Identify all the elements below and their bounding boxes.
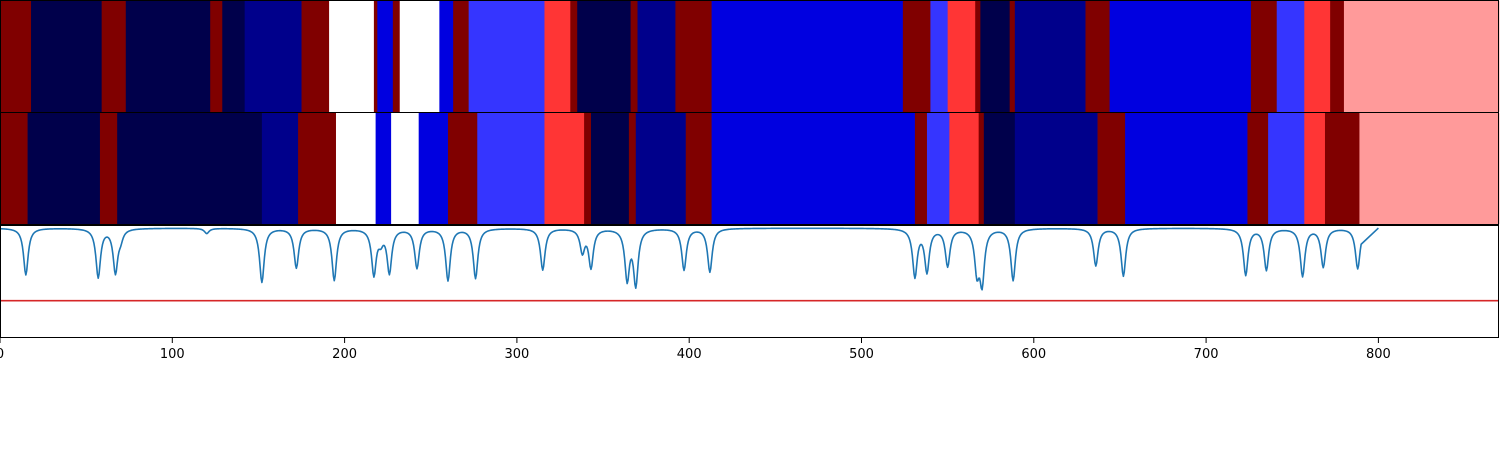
signal-panel-frame — [0, 225, 1499, 338]
row-1-segment-30 — [1085, 1, 1111, 112]
x-tick-label-800: 800 — [1366, 347, 1391, 362]
row-1-segment-25 — [947, 1, 976, 112]
x-tick-label-300: 300 — [504, 347, 529, 362]
row-2-segment-28 — [1268, 113, 1305, 224]
row-1-segment-31 — [1109, 1, 1252, 112]
row-1-segment-15 — [468, 1, 545, 112]
boundary-signal-panel — [0, 227, 1499, 302]
row-1-segment-27 — [980, 1, 1011, 112]
row-2-segment-20 — [926, 113, 950, 224]
row-2-segment-23 — [983, 113, 1016, 224]
row-2-segment-22 — [978, 113, 985, 224]
row-1-segment-4 — [210, 1, 223, 112]
x-tick-label-0: 0 — [0, 347, 4, 362]
segmentation-row-2 — [0, 113, 1500, 224]
row-2-segment-9 — [418, 113, 449, 224]
row-2-segment-27 — [1247, 113, 1269, 224]
row-1-segment-9 — [373, 1, 378, 112]
row-2-segment-14 — [590, 113, 630, 224]
row-2-segment-19 — [914, 113, 928, 224]
row-2-segment-6 — [335, 113, 377, 224]
x-axis: 0 100 200 300 400 500 600 700 800 — [0, 338, 1391, 362]
x-tick-label-600: 600 — [1021, 347, 1046, 362]
x-tick-label-500: 500 — [849, 347, 874, 362]
row-2-segment-5 — [298, 113, 337, 224]
row-1-segment-20 — [637, 1, 676, 112]
row-2-segment-4 — [261, 113, 299, 224]
row-2-segment-11 — [477, 113, 545, 224]
boundary-signal-line — [0, 227, 1379, 291]
row-2-frame — [0, 112, 1499, 225]
row-2-segment-21 — [949, 113, 980, 224]
row-2-segment-15 — [628, 113, 637, 224]
row-1-segment-35 — [1330, 1, 1345, 112]
row-1-segment-36 — [1343, 1, 1500, 112]
row-2-segment-30 — [1324, 113, 1360, 224]
row-1-segment-21 — [675, 1, 712, 112]
row-1-segment-23 — [902, 1, 931, 112]
row-2-segment-16 — [635, 113, 687, 224]
row-2-segment-0 — [0, 113, 28, 224]
row-1-segment-18 — [577, 1, 632, 112]
row-1-segment-34 — [1304, 1, 1331, 112]
row-2-segment-31 — [1359, 113, 1500, 224]
row-2-segment-8 — [391, 113, 420, 224]
row-2-segment-1 — [27, 113, 101, 224]
segmentation-row-1 — [0, 1, 1500, 112]
row-1-segment-19 — [630, 1, 638, 112]
row-1-segment-28 — [1009, 1, 1016, 112]
row-2-segment-26 — [1125, 113, 1248, 224]
row-1-segment-33 — [1276, 1, 1305, 112]
row-2-segment-10 — [447, 113, 478, 224]
row-2-segment-17 — [685, 113, 712, 224]
row-1-segment-7 — [301, 1, 330, 112]
row-2-segment-13 — [584, 113, 592, 224]
row-2-segment-2 — [99, 113, 118, 224]
row-1-segment-8 — [329, 1, 375, 112]
row-2-segment-25 — [1097, 113, 1126, 224]
row-1-segment-26 — [975, 1, 981, 112]
row-1-segment-2 — [101, 1, 127, 112]
row-1-segment-5 — [222, 1, 246, 112]
x-tick-label-400: 400 — [677, 347, 702, 362]
row-1-segment-32 — [1250, 1, 1278, 112]
x-tick-label-200: 200 — [332, 347, 357, 362]
row-1-segment-13 — [439, 1, 454, 112]
row-2-segment-3 — [117, 113, 263, 224]
row-1-segment-17 — [570, 1, 578, 112]
row-2-segment-18 — [711, 113, 916, 224]
row-1-segment-14 — [453, 1, 470, 112]
row-2-segment-24 — [1014, 113, 1098, 224]
row-1-segment-3 — [125, 1, 211, 112]
row-1-segment-22 — [711, 1, 904, 112]
row-2-segment-12 — [544, 113, 585, 224]
x-tick-label-700: 700 — [1194, 347, 1219, 362]
row-2-segment-7 — [375, 113, 392, 224]
row-1-segment-10 — [377, 1, 394, 112]
row-1-segment-11 — [392, 1, 401, 112]
row-1-segment-29 — [1014, 1, 1086, 112]
x-tick-label-100: 100 — [160, 347, 185, 362]
row-1-segment-1 — [31, 1, 103, 112]
row-1-segment-12 — [399, 1, 440, 112]
row-1-segment-6 — [244, 1, 302, 112]
row-1-segment-24 — [930, 1, 949, 112]
row-1-segment-0 — [0, 1, 32, 112]
row-2-segment-29 — [1304, 113, 1326, 224]
row-1-segment-16 — [544, 1, 571, 112]
